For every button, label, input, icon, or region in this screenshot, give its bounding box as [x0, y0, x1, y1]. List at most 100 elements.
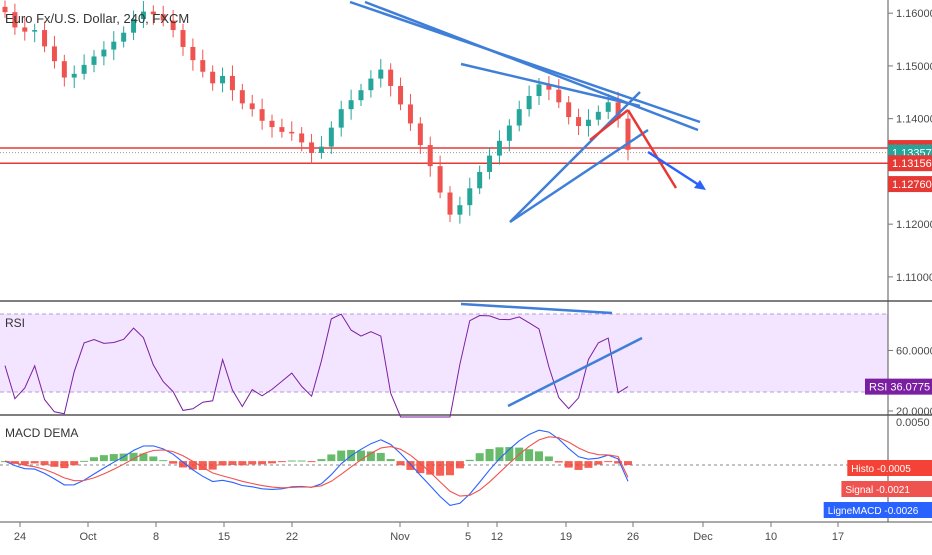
macd-histogram-bar [268, 461, 276, 464]
macd-histogram-bar [525, 449, 534, 462]
time-tick-label: Dec [693, 531, 713, 543]
time-tick-label: 22 [286, 531, 298, 543]
macd-histogram-bar [258, 461, 267, 465]
macd-histogram-bar [564, 461, 573, 468]
rsi-line [4, 313, 629, 418]
macd-histogram-bar [307, 461, 316, 463]
macd-histogram-bar [248, 461, 257, 465]
candle-body [140, 11, 146, 19]
candle-body [101, 49, 107, 57]
time-tick-label: 26 [627, 531, 639, 543]
macd-histogram-bar [386, 459, 395, 462]
candle-body [358, 90, 364, 101]
macd-histogram-bar [327, 454, 336, 462]
macd-histogram-bar [277, 461, 286, 463]
candle-body [12, 12, 18, 28]
macd-histogram-bar [129, 452, 138, 462]
candle-body [516, 109, 522, 126]
macd-histogram-bar [198, 461, 207, 471]
time-tick-label: 24 [14, 531, 26, 543]
macd-histogram-bar [475, 453, 484, 462]
macd-histogram-bar [337, 450, 346, 462]
time-tick-label: 10 [765, 531, 777, 543]
macd-tick-label: 0.0050 [896, 417, 930, 429]
time-tick-label: Oct [79, 531, 96, 543]
time-tick-label: 5 [465, 531, 471, 543]
time-axis: 24 Oct 8 15 22 Nov 5 12 19 26 Dec 10 17 [14, 522, 844, 543]
time-tick-label: 19 [560, 531, 572, 543]
macd-histogram-bar [317, 459, 326, 462]
macd-histogram-bar [624, 461, 632, 465]
candle-body [81, 64, 87, 74]
macd-histogram-bar [426, 461, 435, 475]
candle-body [239, 90, 245, 104]
macd-line [4, 429, 629, 506]
macd-histogram-bar [169, 461, 178, 464]
candle-body [526, 95, 532, 110]
rsi-value-tag-label: RSI 36.0775 [869, 382, 930, 394]
macd-histogram-bar [495, 447, 504, 462]
candle-body [487, 155, 493, 172]
macd-histogram-bar [60, 461, 69, 469]
macd-histogram-bar [396, 461, 405, 466]
macd-label: MACD DEMA [5, 426, 78, 440]
candle-body [566, 102, 572, 118]
macd-histogram-bar [376, 452, 385, 462]
candle-body [42, 30, 48, 47]
rsi-trendline-top [460, 302, 613, 315]
candle-body [180, 30, 186, 47]
candle-body [368, 78, 374, 91]
price-tick-label: 1.14000 [896, 114, 932, 126]
candle-body [615, 102, 621, 119]
macd-histogram-bar [139, 453, 148, 462]
price-level-tag-label: 1.13156 [892, 158, 932, 170]
macd-histogram-bar [406, 461, 415, 470]
macd-histogram-bar [505, 447, 514, 462]
candle-body [427, 145, 433, 167]
candle-body [190, 46, 196, 61]
candle-body [220, 75, 226, 84]
candle-body [348, 100, 354, 110]
candle-body [318, 146, 324, 153]
candle-body [210, 71, 216, 84]
chart-title: Euro Fx/U.S. Dollar, 240, FXCM [5, 11, 189, 26]
macd-histogram-bar [218, 461, 227, 466]
candle-body [279, 127, 285, 132]
macd-histogram-bar [40, 461, 49, 466]
macd-histogram-bar [357, 450, 365, 462]
candle-body [131, 18, 137, 33]
macd-histogram-bar [436, 461, 445, 476]
candle-body [457, 205, 463, 215]
macd-histogram-bar [50, 461, 59, 467]
macd-value-tag [823, 502, 932, 518]
candle-body [61, 61, 67, 78]
candle-body [160, 14, 166, 21]
candle-body [309, 142, 315, 153]
red-leg-1 [589, 109, 629, 141]
candle-body [249, 103, 255, 110]
candle-body [299, 133, 305, 143]
candle-body [447, 192, 453, 215]
candle-body [546, 84, 552, 90]
macd-histogram-bar [90, 457, 98, 462]
candle-body [536, 84, 542, 96]
candle-body [22, 27, 28, 32]
candle-body [259, 109, 265, 121]
macd-histogram-bar [544, 456, 553, 462]
price-tick-label: 1.15000 [896, 61, 932, 73]
rsi-tick-label: 60.0000 [896, 345, 932, 357]
trendline-upper-1 [349, 0, 701, 124]
macd-histogram-bar [446, 461, 454, 476]
candle-body [121, 32, 127, 42]
macd-histogram-bar [20, 461, 29, 465]
candle-body [71, 73, 77, 78]
candle-body [2, 6, 8, 13]
macd-histogram-bar [604, 461, 613, 463]
macd-value-tag-label: LigneMACD -0.0026 [828, 506, 919, 517]
macd-histogram-bar [70, 461, 79, 466]
trendline-drawings [349, 0, 706, 224]
rsi-band [0, 314, 888, 392]
